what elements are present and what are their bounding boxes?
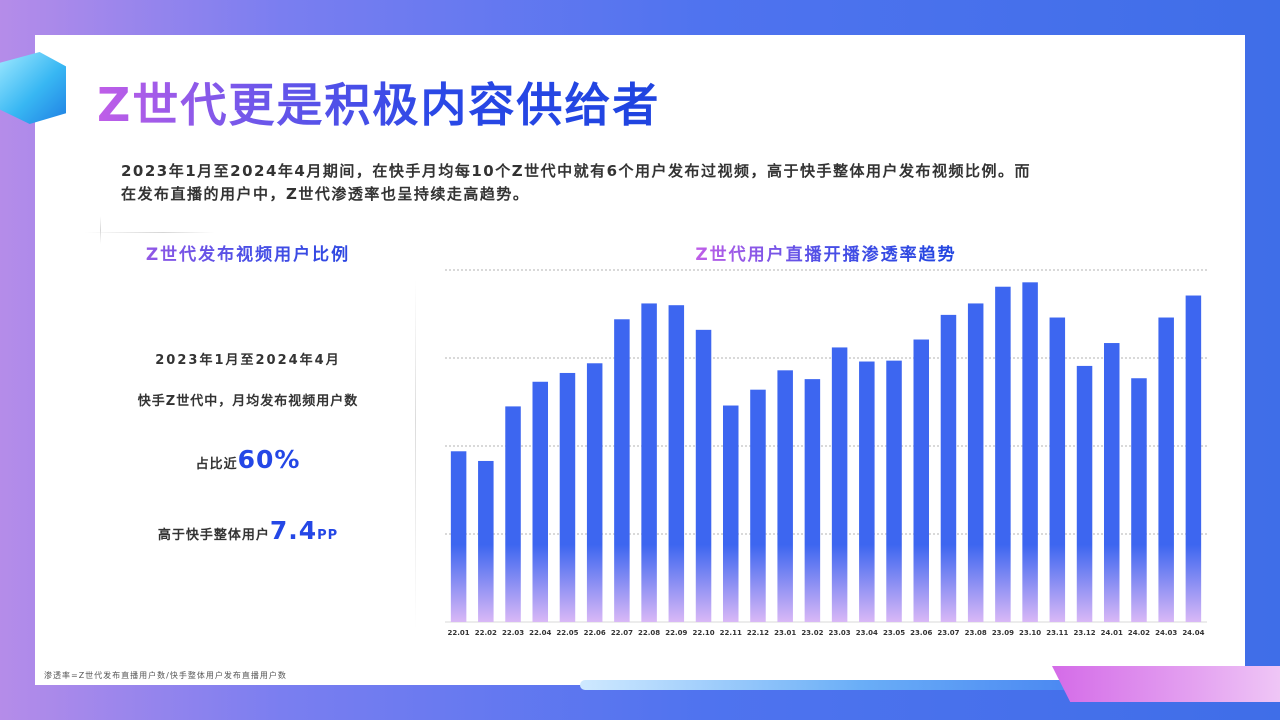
- x-tick-label: 23.01: [774, 629, 796, 637]
- bar-24.03: [1158, 317, 1174, 622]
- bar-22.04: [532, 381, 549, 622]
- x-tick-label: 22.02: [475, 629, 497, 637]
- x-tick-label: 23.05: [883, 629, 905, 637]
- intro-line-1: 2023年1月至2024年4月期间，在快手月均每10个Z世代中就有6个用户发布过…: [121, 162, 1032, 180]
- stat-share: 占比近60%: [98, 445, 398, 474]
- stat-diff: 高于快手整体用户7.4PP: [98, 516, 398, 545]
- x-tick-label: 24.02: [1128, 629, 1150, 637]
- x-tick-label: 22.09: [665, 629, 687, 637]
- intro-paragraph: 2023年1月至2024年4月期间，在快手月均每10个Z世代中就有6个用户发布过…: [121, 160, 1171, 206]
- bar-23.02: [804, 379, 821, 622]
- x-tick-label: 24.03: [1155, 629, 1177, 637]
- x-tick-label: 22.10: [692, 629, 714, 637]
- x-tick-label: 23.04: [856, 629, 878, 637]
- x-tick-label: 22.11: [720, 629, 742, 637]
- intro-line-2: 在发布直播的用户中，Z世代渗透率也呈持续走高趋势。: [121, 185, 530, 203]
- decorative-vertical-line: [100, 216, 101, 244]
- x-tick-label: 22.03: [502, 629, 524, 637]
- x-tick-label: 22.01: [448, 629, 470, 637]
- panel-divider: [415, 280, 416, 630]
- x-tick-label: 23.10: [1019, 629, 1041, 637]
- x-tick-label: 23.02: [801, 629, 823, 637]
- bar-23.04: [859, 361, 875, 622]
- left-panel-title: Z世代发布视频用户比例: [98, 240, 398, 265]
- footnote: 渗透率=Z世代发布直播用户数/快手整体用户发布直播用户数: [44, 671, 287, 680]
- decorative-cube: [0, 52, 66, 124]
- decorative-bottom-bar: [580, 680, 1280, 690]
- x-tick-label: 23.03: [829, 629, 851, 637]
- bar-22.12: [750, 389, 766, 622]
- x-tick-label: 22.12: [747, 629, 769, 637]
- bar-22.11: [722, 405, 739, 622]
- bar-23.09: [995, 286, 1011, 622]
- bar-22.09: [668, 305, 685, 622]
- decorative-line: [85, 232, 215, 233]
- bar-22.07: [614, 319, 630, 622]
- stat-description: 快手Z世代中，月均发布视频用户数: [137, 394, 359, 409]
- x-tick-label: 23.08: [965, 629, 987, 637]
- stat-diff-prefix: 高于快手整体用户: [157, 528, 270, 543]
- bar-23.12: [1076, 365, 1093, 622]
- slide-card: [35, 35, 1245, 685]
- stat-share-value: 60%: [237, 445, 301, 474]
- stat-diff-value: 7.4: [269, 516, 318, 545]
- x-tick-label: 23.07: [937, 629, 959, 637]
- bar-24.04: [1185, 295, 1202, 622]
- bar-24.01: [1103, 343, 1120, 622]
- x-tick-label: 24.04: [1182, 629, 1204, 637]
- bar-22.05: [559, 372, 576, 622]
- x-tick-label: 23.09: [992, 629, 1014, 637]
- bar-23.03: [831, 347, 848, 622]
- x-tick-label: 23.11: [1046, 629, 1068, 637]
- bar-22.10: [695, 329, 712, 622]
- bar-chart: 22.01 22.02 22.03 22.04 22.05 22.06 22.07 22.08…: [445, 269, 1207, 637]
- bar-23.10: [1022, 282, 1038, 622]
- chart-title-wrap: Z世代用户直播开播渗透率趋势: [445, 240, 1207, 265]
- bar-23.07: [940, 314, 957, 622]
- bar-22.02: [478, 460, 494, 622]
- chart-title: Z世代用户直播开播渗透率趋势: [695, 245, 957, 265]
- bar-23.08: [967, 303, 984, 622]
- x-tick-label: 23.12: [1073, 629, 1095, 637]
- x-tick-label: 24.01: [1101, 629, 1123, 637]
- x-tick-label: 22.08: [638, 629, 660, 637]
- x-tick-label: 22.07: [611, 629, 633, 637]
- page-title: Z世代更是积极内容供给者: [97, 78, 661, 132]
- bar-22.01: [450, 451, 467, 622]
- bar-22.08: [641, 303, 657, 622]
- x-tick-label: 22.04: [529, 629, 551, 637]
- bar-23.01: [777, 370, 793, 622]
- bar-23.06: [913, 339, 930, 622]
- bar-22.03: [505, 406, 521, 622]
- x-tick-label: 22.06: [584, 629, 606, 637]
- x-tick-label: 23.06: [910, 629, 932, 637]
- bar-23.11: [1049, 317, 1066, 622]
- stat-share-prefix: 占比近: [195, 457, 238, 472]
- bar-22.06: [586, 363, 603, 622]
- stat-period: 2023年1月至2024年4月: [155, 353, 341, 368]
- stat-diff-unit: PP: [317, 528, 339, 543]
- bar-24.02: [1131, 378, 1147, 622]
- bar-23.05: [886, 360, 902, 622]
- x-tick-label: 22.05: [556, 629, 578, 637]
- decorative-bottom-accent: [1052, 666, 1280, 702]
